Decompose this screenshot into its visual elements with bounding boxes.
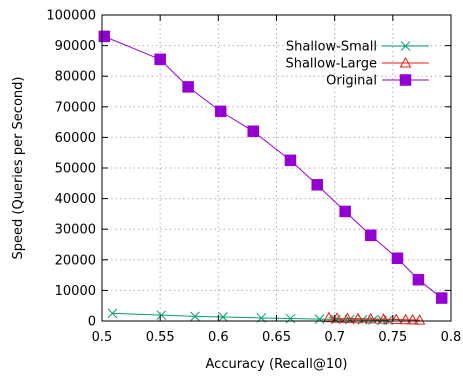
legend-marker	[400, 41, 411, 51]
ticks: 0 10000 20000 30000 40000 50000 60000 70000 8000…	[46, 9, 461, 346]
y-tick-label: 40000	[55, 192, 96, 207]
shallow-large-point	[390, 313, 403, 324]
x-tick-label: 0.65	[262, 330, 291, 345]
original-point	[98, 30, 111, 43]
x-tick-label: 0.6	[208, 330, 229, 345]
x-axis-title: Accuracy (Recall@10)	[206, 357, 348, 372]
original-point	[311, 179, 323, 191]
shallow-large-point	[406, 313, 419, 325]
series-layer	[98, 30, 448, 326]
shallow-large-point	[341, 312, 354, 323]
shallow-small-point	[190, 311, 200, 322]
y-tick-label: 20000	[55, 253, 96, 268]
legend-label: Shallow-Small	[286, 40, 377, 55]
original-point	[339, 205, 351, 218]
legend: Shallow-Small Shallow-Large Original	[285, 40, 429, 89]
shallow-large-point	[364, 312, 377, 324]
original-point	[154, 53, 166, 66]
legend-label: Shallow-Large	[285, 57, 377, 72]
shallow-small-point	[285, 313, 296, 324]
shallow-large-point	[413, 314, 426, 325]
legend-marker	[399, 56, 412, 68]
original-line	[104, 35, 443, 299]
shallow-small-point	[218, 312, 228, 322]
x-tick-label: 0.75	[378, 330, 407, 345]
y-tick-label: 10000	[55, 284, 96, 299]
shallow-small-point	[156, 310, 167, 321]
shallow-large-point	[352, 312, 364, 324]
legend-entry-original: Original	[326, 74, 429, 89]
y-tick-label: 100000	[46, 9, 96, 24]
original-point	[214, 105, 227, 118]
x-tick-label: 0.5	[92, 330, 113, 345]
shallow-large-point	[399, 313, 412, 325]
y-tick-label: 0	[88, 315, 96, 330]
y-tick-label: 30000	[55, 223, 96, 238]
y-tick-label: 90000	[55, 39, 96, 54]
shallow-large-point	[323, 311, 335, 323]
original-point	[391, 252, 404, 265]
shallow-large-point	[377, 313, 390, 324]
original-point	[364, 229, 377, 242]
original-point	[412, 273, 425, 286]
original-point	[182, 81, 194, 93]
shallow-small-point	[314, 314, 325, 325]
y-tick-label: 70000	[55, 100, 96, 115]
series-shallow-large	[323, 311, 426, 325]
legend-entry-shallow-large: Shallow-Large	[285, 57, 429, 72]
legend-label: Original	[326, 74, 377, 89]
grid	[102, 15, 451, 321]
x-tick-label: 0.8	[441, 330, 462, 345]
legend-marker	[399, 74, 412, 86]
original-point	[247, 125, 259, 138]
y-tick-label: 50000	[55, 162, 96, 177]
shallow-large-line	[328, 317, 420, 321]
x-tick-label: 0.7	[324, 330, 345, 345]
y-axis-title: Speed (Queries per Second)	[11, 77, 26, 260]
y-tick-label: 80000	[55, 70, 96, 85]
legend-entry-shallow-small: Shallow-Small	[286, 40, 429, 55]
original-point	[435, 292, 448, 304]
x-tick-label: 0.55	[146, 330, 175, 345]
shallow-small-point	[107, 308, 118, 319]
y-tick-label: 60000	[55, 131, 96, 146]
original-point	[284, 154, 297, 167]
series-original	[98, 30, 448, 304]
